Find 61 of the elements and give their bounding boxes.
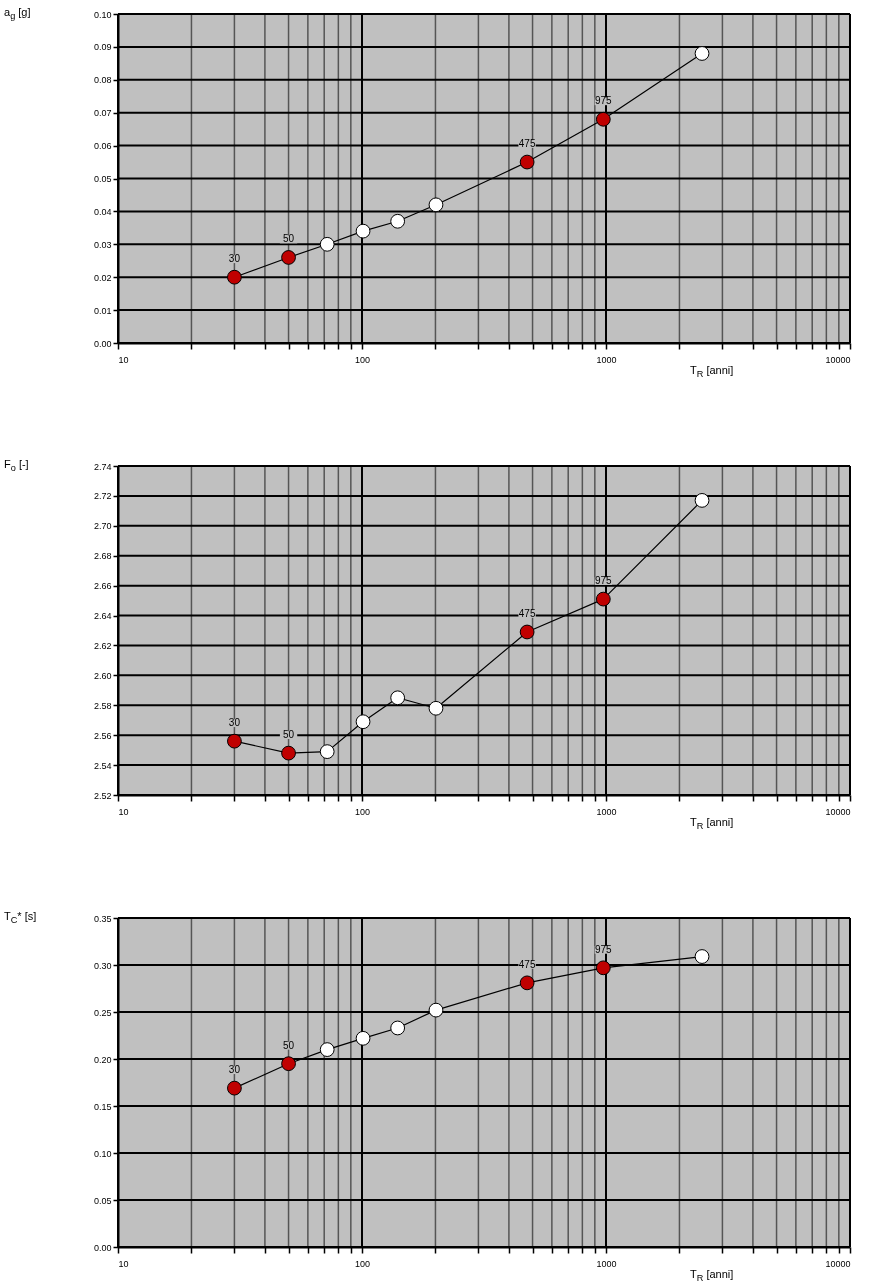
- y-tick-label: 0.03: [93, 239, 112, 250]
- annotation: 30: [228, 1064, 241, 1076]
- x-axis-title: T$_{R}$ [anni]: [690, 364, 734, 380]
- annotation: 475: [518, 608, 536, 619]
- y-tick-label: 2.60: [93, 670, 112, 681]
- annotation: 50: [282, 1039, 295, 1051]
- y-tick-label: 0.08: [93, 75, 112, 86]
- y-tick-label: 0.02: [93, 272, 112, 283]
- annotation: 475: [518, 138, 536, 150]
- x-tick-label: 10: [118, 1258, 129, 1269]
- y-axis-title: a$_{g}$ [g]: [4, 6, 31, 22]
- y-axis-title: F$_{o}$ [-]: [4, 458, 29, 474]
- x-tick-label: 10000: [825, 354, 851, 365]
- y-tick-label: 0.25: [93, 1007, 112, 1018]
- y-tick-label: 2.70: [93, 521, 112, 532]
- y-tick-label: 2.58: [93, 700, 112, 711]
- x-tick-label: 1000: [596, 806, 617, 817]
- x-tick-label: 100: [354, 1258, 371, 1269]
- y-axis-title: T$_{C}$* [s]: [4, 910, 37, 926]
- y-tick-label: 0.10: [93, 9, 112, 20]
- y-tick-label: 2.62: [93, 640, 112, 651]
- x-tick-label: 100: [354, 354, 371, 365]
- annotation: 975: [594, 95, 613, 107]
- x-tick-label: 10000: [825, 1258, 851, 1269]
- annotation: 50: [282, 729, 295, 741]
- annotation: 30: [228, 717, 241, 729]
- y-tick-label: 2.64: [93, 611, 112, 622]
- y-tick-label: 2.72: [93, 491, 112, 502]
- y-tick-label: 2.68: [93, 551, 112, 562]
- y-tick-label: 0.01: [93, 305, 112, 316]
- y-tick-label: 0.15: [93, 1101, 112, 1112]
- y-tick-label: 0.05: [93, 174, 112, 184]
- x-tick-label: 10: [118, 354, 129, 365]
- x-axis-title: T$_{R}$ [anni]: [690, 816, 734, 832]
- annotation: 50: [282, 233, 295, 245]
- y-tick-label: 0.30: [93, 960, 112, 971]
- y-tick-label: 0.00: [93, 338, 112, 349]
- y-tick-label: 0.07: [93, 108, 112, 119]
- x-tick-label: 10: [118, 806, 129, 817]
- y-tick-label: 0.20: [93, 1054, 112, 1065]
- annotation: 975: [594, 575, 613, 587]
- y-tick-label: 0.05: [93, 1195, 112, 1206]
- x-tick-label: 100: [354, 806, 371, 817]
- x-tick-label: 1000: [596, 354, 617, 365]
- y-tick-label: 0.09: [93, 42, 112, 53]
- y-tick-label: 2.52: [93, 790, 112, 801]
- y-tick-label: 0.06: [93, 141, 112, 152]
- x-tick-label: 10000: [825, 806, 851, 817]
- x-tick-label: 1000: [596, 1258, 617, 1269]
- y-tick-label: 2.56: [93, 730, 112, 741]
- annotation: 30: [228, 253, 241, 265]
- y-tick-label: 0.00: [93, 1242, 112, 1253]
- y-tick-label: 0.10: [93, 1148, 112, 1159]
- annotation: 475: [518, 958, 536, 970]
- y-tick-label: 2.66: [93, 581, 112, 592]
- annotation: 975: [594, 943, 613, 955]
- y-tick-label: 0.35: [93, 913, 112, 924]
- y-tick-label: 2.54: [93, 760, 112, 771]
- x-axis-title: T$_{R}$ [anni]: [690, 1268, 734, 1282]
- y-tick-label: 2.74: [93, 461, 112, 472]
- y-tick-label: 0.04: [93, 206, 112, 217]
